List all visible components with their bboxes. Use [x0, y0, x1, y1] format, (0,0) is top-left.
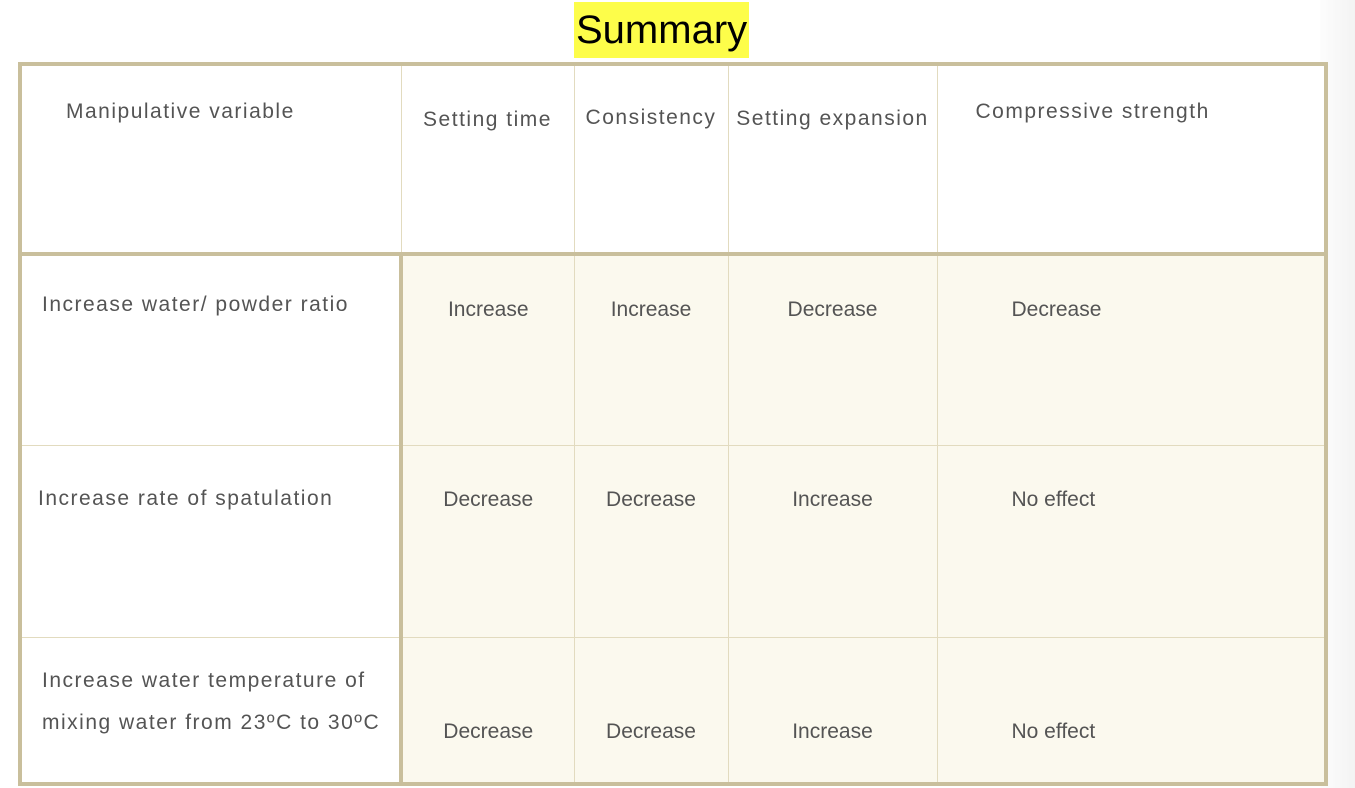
- cell-setting-expansion: Increase: [727, 637, 938, 785]
- cell-setting-time: Decrease: [400, 445, 575, 638]
- header-setting-expansion: Setting expansion: [727, 63, 938, 256]
- cell-setting-time: Increase: [400, 253, 575, 446]
- header-manipulative-variable: Manipulative variable: [19, 63, 402, 256]
- table-row: Increase water temperature of mixing wat…: [19, 637, 1327, 785]
- header-consistency: Consistency: [573, 63, 729, 256]
- cell-consistency: Decrease: [573, 445, 729, 638]
- table-row: Increase rate of spatulation Decrease De…: [19, 445, 1327, 638]
- cell-consistency: Increase: [573, 253, 729, 446]
- page-title: Summary: [574, 2, 750, 58]
- cell-compressive-strength: No effect: [936, 445, 1327, 638]
- row-variable: Increase rate of spatulation: [19, 445, 403, 638]
- header-row: Manipulative variable Setting time Consi…: [19, 63, 1327, 256]
- cell-compressive-strength: Decrease: [936, 253, 1327, 446]
- table-row: Increase water/ powder ratio Increase In…: [19, 253, 1327, 446]
- cell-consistency: Decrease: [573, 637, 729, 785]
- cell-setting-expansion: Decrease: [727, 253, 938, 446]
- header-compressive-strength: Compressive strength: [936, 63, 1327, 256]
- cell-setting-expansion: Increase: [727, 445, 938, 638]
- cell-compressive-strength: No effect: [936, 637, 1327, 785]
- cell-setting-time: Decrease: [400, 637, 575, 785]
- summary-table: Manipulative variable Setting time Consi…: [18, 62, 1328, 786]
- row-variable: Increase water temperature of mixing wat…: [19, 637, 403, 785]
- header-setting-time: Setting time: [400, 63, 575, 256]
- row-variable: Increase water/ powder ratio: [19, 253, 403, 446]
